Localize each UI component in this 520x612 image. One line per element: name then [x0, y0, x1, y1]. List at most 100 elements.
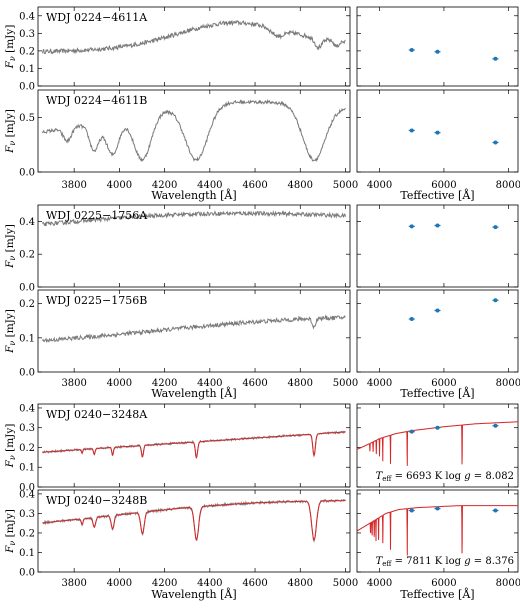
ytick-label: 0.0: [19, 368, 35, 379]
photometry-xtick-label: 8000: [496, 180, 520, 191]
photometry-point: [435, 223, 440, 228]
ytick-label: 0.4: [19, 403, 35, 414]
photometry-point: [435, 130, 440, 135]
y-axis-label: Fν [mJy]: [4, 25, 17, 70]
photometry-xtick-label: 4000: [367, 378, 392, 389]
spectrum-xtick-label: 3800: [61, 180, 86, 191]
spectrum-xtick-label: 4600: [242, 180, 267, 191]
photometry-point: [493, 508, 498, 513]
ytick-label: 0.4: [19, 217, 35, 228]
ytick-label: 0.2: [19, 528, 35, 539]
spectrum-xtick-label: 3800: [61, 378, 86, 389]
photometry-point: [409, 48, 414, 53]
observed-spectrum-line: [42, 314, 346, 343]
model-sed-line: [356, 505, 518, 556]
ytick-label: 0.3: [19, 29, 35, 40]
fit-parameters: Teff = 7811 K log g = 8.376: [376, 556, 514, 568]
ytick-label: 0.0: [19, 283, 35, 294]
spectrum-x-axis-label: Wavelength [Å]: [151, 587, 236, 601]
y-axis-label: Fν [mJy]: [4, 224, 17, 269]
ytick-label: 0.1: [19, 64, 35, 75]
photometry-point: [493, 225, 498, 230]
observed-spectrum-line: [42, 99, 346, 163]
ytick-label: 0.2: [19, 46, 35, 57]
spectrum-xtick-label: 4200: [152, 378, 177, 389]
model-spectrum-line: [42, 500, 346, 542]
spectrum-xtick-label: 4800: [288, 578, 313, 589]
photometry-point: [435, 506, 440, 511]
photometry-panel: [356, 403, 519, 488]
ytick-label: 0.1: [19, 548, 35, 559]
photometry-panel: [356, 289, 519, 373]
photometry-point: [409, 508, 414, 513]
spectrum-xtick-label: 4400: [197, 378, 222, 389]
spectrum-xtick-label: 3800: [61, 578, 86, 589]
spectrum-xtick-label: 4400: [197, 180, 222, 191]
star-label: WDJ 0225−1756A: [46, 209, 148, 222]
photometry-xtick-label: 6000: [431, 378, 456, 389]
photometry-xtick-label: 8000: [496, 378, 520, 389]
ytick-label: 0.2: [19, 250, 35, 261]
photometry-point: [435, 308, 440, 313]
photometry-point: [493, 140, 498, 145]
spectrum-xtick-label: 4800: [288, 180, 313, 191]
spectrum-xtick-label: 5000: [333, 578, 358, 589]
star-label: WDJ 0224−4611A: [46, 11, 148, 24]
spectrum-xtick-label: 4800: [288, 378, 313, 389]
ytick-label: 0.1: [19, 333, 35, 344]
ytick-label: 0.2: [19, 299, 35, 310]
photometry-x-axis-label: Teffective [Å]: [400, 386, 474, 400]
photometry-xtick-label: 4000: [367, 578, 392, 589]
ytick-label: 0.2: [19, 443, 35, 454]
observed-spectrum-line: [42, 19, 346, 55]
y-axis-label: Fν [mJy]: [4, 509, 17, 554]
ytick-label: 0.5: [19, 113, 35, 124]
spectrum-panel: [37, 89, 351, 173]
photometry-xtick-label: 4000: [367, 180, 392, 191]
star-label: WDJ 0240−3248A: [46, 408, 148, 421]
photometry-point: [409, 317, 414, 322]
photometry-xtick-label: 6000: [431, 578, 456, 589]
spectrum-panel: [37, 289, 351, 373]
photometry-x-axis-label: Teffective [Å]: [400, 188, 474, 202]
observed-spectrum-line: [42, 210, 346, 227]
ytick-label: 0.0: [19, 568, 35, 579]
photometry-panel: [356, 89, 519, 173]
spectrum-xtick-label: 4200: [152, 578, 177, 589]
ytick-label: 0.0: [19, 483, 35, 494]
spectrum-panel: [37, 204, 351, 288]
ytick-label: 0.4: [19, 11, 35, 22]
spectrum-panel: [37, 403, 351, 488]
ytick-label: 0.3: [19, 423, 35, 434]
ytick-label: 0.4: [19, 489, 35, 500]
spectrum-x-axis-label: Wavelength [Å]: [151, 386, 236, 400]
star-label: WDJ 0240−3248B: [46, 494, 147, 507]
spectrum-xtick-label: 4400: [197, 578, 222, 589]
ytick-label: 0.0: [19, 82, 35, 93]
spectrum-xtick-label: 4600: [242, 578, 267, 589]
spectrum-panel: [37, 6, 351, 87]
photometry-point: [409, 128, 414, 133]
photometry-point: [493, 298, 498, 303]
spectrum-xtick-label: 5000: [333, 378, 358, 389]
photometry-panel: [356, 6, 519, 87]
spectrum-xtick-label: 4000: [107, 578, 132, 589]
spectrum-xtick-label: 4200: [152, 180, 177, 191]
spectrum-xtick-label: 4000: [107, 180, 132, 191]
ytick-label: 0.3: [19, 509, 35, 520]
spectrum-panel: [37, 489, 351, 573]
photometry-point: [409, 429, 414, 434]
photometry-point: [493, 56, 498, 61]
spectrum-xtick-label: 5000: [333, 180, 358, 191]
star-label: WDJ 0224−4611B: [46, 94, 147, 107]
ytick-label: 0.1: [19, 463, 35, 474]
spectrum-xtick-label: 4600: [242, 378, 267, 389]
photometry-point: [409, 224, 414, 229]
star-label: WDJ 0225−1756B: [46, 294, 147, 307]
spectrum-xtick-label: 4000: [107, 378, 132, 389]
spectrum-x-axis-label: Wavelength [Å]: [151, 188, 236, 202]
y-axis-label: Fν [mJy]: [4, 309, 17, 354]
photometry-point: [435, 49, 440, 54]
y-axis-label: Fν [mJy]: [4, 424, 17, 469]
y-axis-label: Fν [mJy]: [4, 109, 17, 154]
